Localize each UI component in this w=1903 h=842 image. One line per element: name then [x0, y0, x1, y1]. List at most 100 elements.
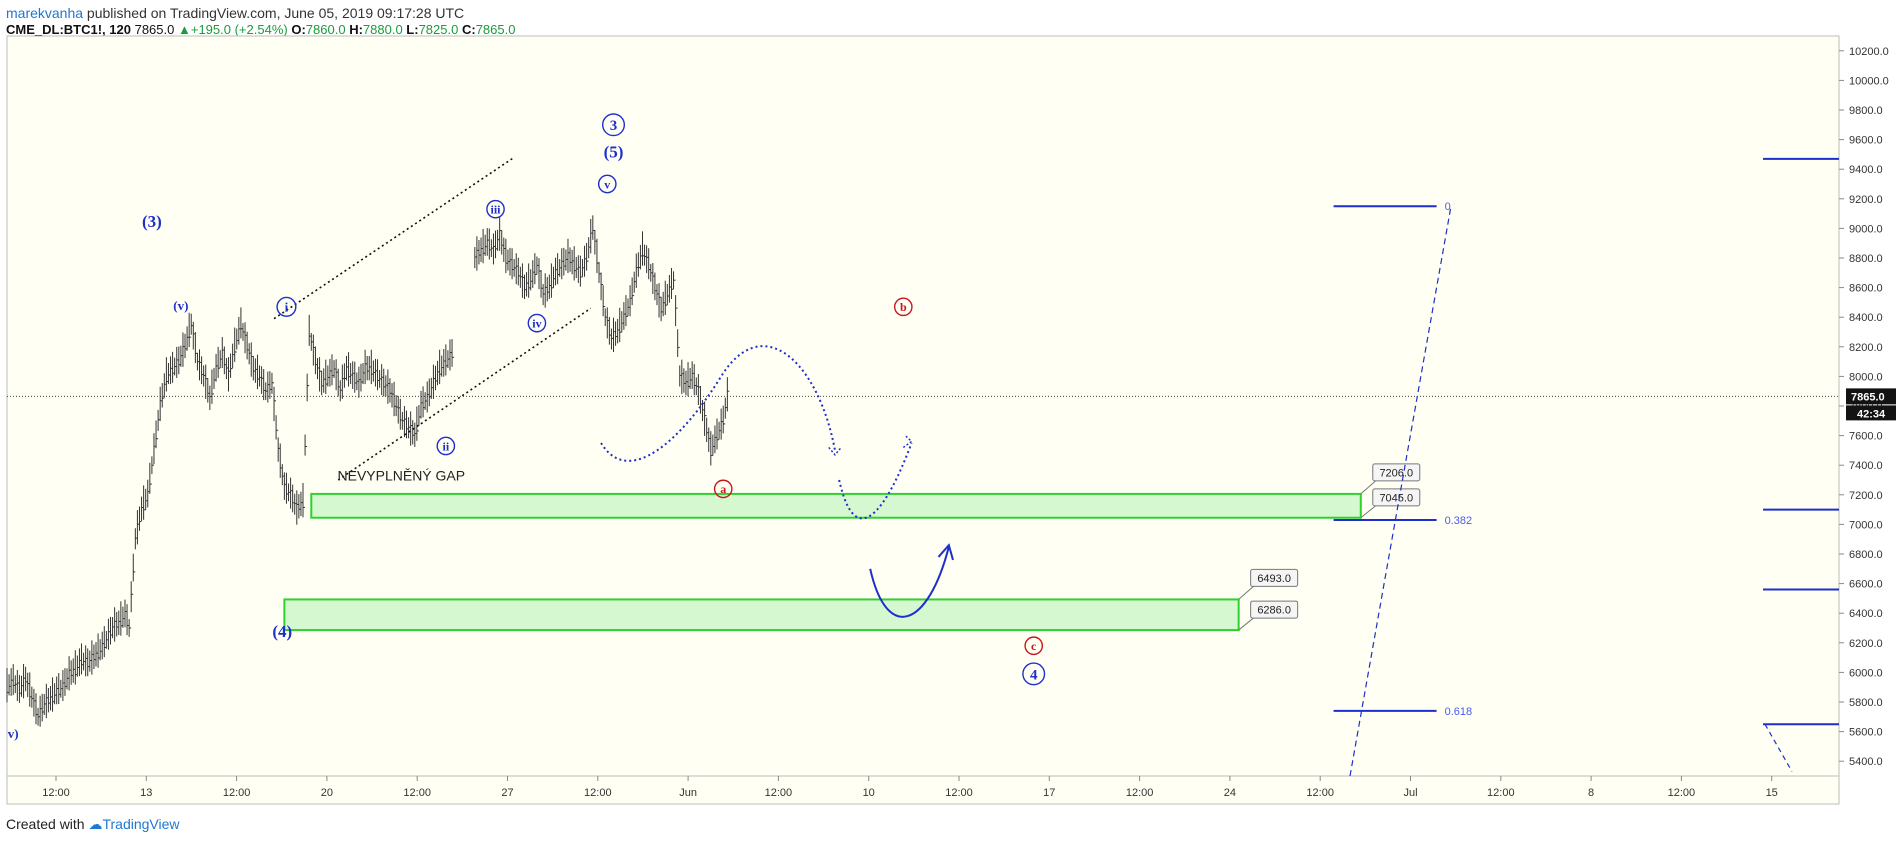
wave-label-circle: [713, 479, 733, 499]
published-text: published on TradingView.com, June 05, 2…: [83, 5, 465, 21]
time-tick-label: 15: [1766, 787, 1778, 799]
wave-label: (4): [272, 622, 292, 641]
time-tick-label: 24: [1224, 787, 1236, 799]
zone-price-label: 7045.0: [1379, 492, 1413, 504]
time-tick-label: 12:00: [1487, 787, 1515, 799]
gap-zone: [283, 598, 1240, 632]
publish-info: marekvanha published on TradingView.com,…: [6, 5, 464, 21]
zone-price-label: 7206.0: [1379, 467, 1413, 479]
wave-label: ii: [443, 439, 450, 453]
zone-label-pointer: [1238, 616, 1255, 631]
wave-label: 4: [1030, 667, 1038, 683]
price-change: +195.0 (+2.54%): [190, 22, 288, 37]
price-tick-label: 8800.0: [1849, 253, 1883, 265]
high-value: 7880.0: [362, 22, 403, 37]
zone-price-box: [1250, 600, 1299, 619]
arrow-head-icon: [937, 543, 954, 561]
fib-level-label: 0.618: [1445, 706, 1473, 718]
open-label: O:: [291, 22, 306, 37]
up-arrow-icon: ▲: [177, 22, 191, 37]
price-tick-label: 10200.0: [1849, 46, 1889, 58]
time-axis[interactable]: 12:00 13 12:00 20 12:00 27 12:00 Jun 12:00 10 12:0…: [42, 776, 1778, 799]
low-value: 7825.0: [418, 22, 459, 37]
price-tick-label: 6600.0: [1849, 579, 1883, 591]
time-tick-label: 12:00: [945, 787, 973, 799]
time-tick-label: 10: [863, 787, 875, 799]
price-axis[interactable]: 5400.0 5600.0 5800.0 6000.0 6200.0 6400.0 6600…: [7, 46, 1896, 768]
wave-label: a: [720, 482, 726, 496]
created-with-text: Created with: [6, 816, 85, 832]
channel-upper-line: [273, 156, 515, 320]
channel-lower-line: [337, 307, 592, 481]
wave-label-circle: [1022, 662, 1046, 686]
low-label: L:: [406, 22, 419, 37]
wave-label: (v): [173, 298, 188, 313]
fib-level-label: 0.382: [1445, 515, 1473, 527]
symbol-info: CME_DL:BTC1!, 120 7865.0 ▲+195.0 (+2.54%…: [6, 22, 515, 37]
price-tick-label: 5600.0: [1849, 727, 1883, 739]
zone-price-box: [1372, 488, 1421, 507]
time-tick-label: 12:00: [1126, 787, 1154, 799]
wave-label: c: [1031, 639, 1037, 653]
right-dashed-line: [1764, 723, 1793, 772]
wave-label-circle: [436, 436, 456, 456]
drawings: 0 0.382 0.618: [273, 156, 1839, 777]
wave-label-circle: [486, 199, 505, 219]
time-tick-label: 12:00: [42, 787, 70, 799]
price-tick-label: 5800.0: [1849, 697, 1883, 709]
wave-label: iii: [491, 202, 502, 216]
countdown-badge: [1846, 405, 1896, 421]
wave-label: iv: [532, 316, 541, 330]
gap-label: NEVYPLNĚNÝ GAP: [338, 468, 466, 484]
price-tick-label: 10000.0: [1849, 75, 1889, 87]
wave-label-circle: [527, 313, 547, 333]
time-tick-label: 13: [140, 787, 152, 799]
time-tick-label: 12:00: [403, 787, 431, 799]
time-tick-label: 12:00: [584, 787, 612, 799]
wave-label-circle: [602, 113, 626, 137]
tradingview-link[interactable]: TradingView: [102, 816, 180, 832]
price-tick-label: 5400.0: [1849, 756, 1883, 768]
time-tick-label: 12:00: [1668, 787, 1696, 799]
zone-price-box: [1372, 463, 1421, 482]
price-tick-label: 9000.0: [1849, 223, 1883, 235]
gap-zone: [310, 492, 1362, 519]
price-tick-label: 9200.0: [1849, 194, 1883, 206]
last-price: 7865.0: [134, 22, 175, 37]
high-label: H:: [349, 22, 363, 37]
price-tick-label: 6000.0: [1849, 667, 1883, 679]
time-tick-label: 12:00: [1306, 787, 1334, 799]
wave-label: (5): [604, 143, 624, 162]
price-tick-label: 7600.0: [1849, 431, 1883, 443]
zone-label-pointer: [1360, 479, 1378, 495]
zone-price-label: 6493.0: [1257, 573, 1291, 585]
tradingview-logo-icon: ☁: [88, 816, 103, 832]
current-price-badge: [1846, 388, 1896, 405]
wave-label: b: [900, 300, 907, 314]
price-tick-label: 6400.0: [1849, 608, 1883, 620]
close-value: 7865.0: [475, 22, 516, 37]
wave-label: (3): [142, 212, 162, 231]
wave-label: v): [8, 726, 19, 741]
price-tick-label: 6800.0: [1849, 549, 1883, 561]
time-tick-label: Jun: [679, 787, 697, 799]
wave-label-circle: [1024, 636, 1044, 656]
wave-label-circle: [597, 174, 617, 194]
fib-trendline: [1349, 206, 1452, 777]
time-tick-label: 12:00: [223, 787, 251, 799]
price-tick-label: 7200.0: [1849, 490, 1883, 502]
price-tick-label: 8000.0: [1849, 371, 1883, 383]
wave-label: 3: [610, 118, 618, 134]
open-value: 7860.0: [305, 22, 346, 37]
author-link[interactable]: marekvanha: [6, 5, 84, 21]
price-tick-label: 9600.0: [1849, 135, 1883, 147]
wave-label: i: [285, 300, 289, 315]
time-tick-label: Jul: [1403, 787, 1417, 799]
countdown-label: 42:34: [1857, 408, 1886, 420]
wave-label-circle: [893, 297, 913, 317]
price-tick-label: 7400.0: [1849, 460, 1883, 472]
close-label: C:: [461, 22, 476, 37]
price-tick-label: 9800.0: [1849, 105, 1883, 117]
time-tick-label: 17: [1043, 787, 1055, 799]
